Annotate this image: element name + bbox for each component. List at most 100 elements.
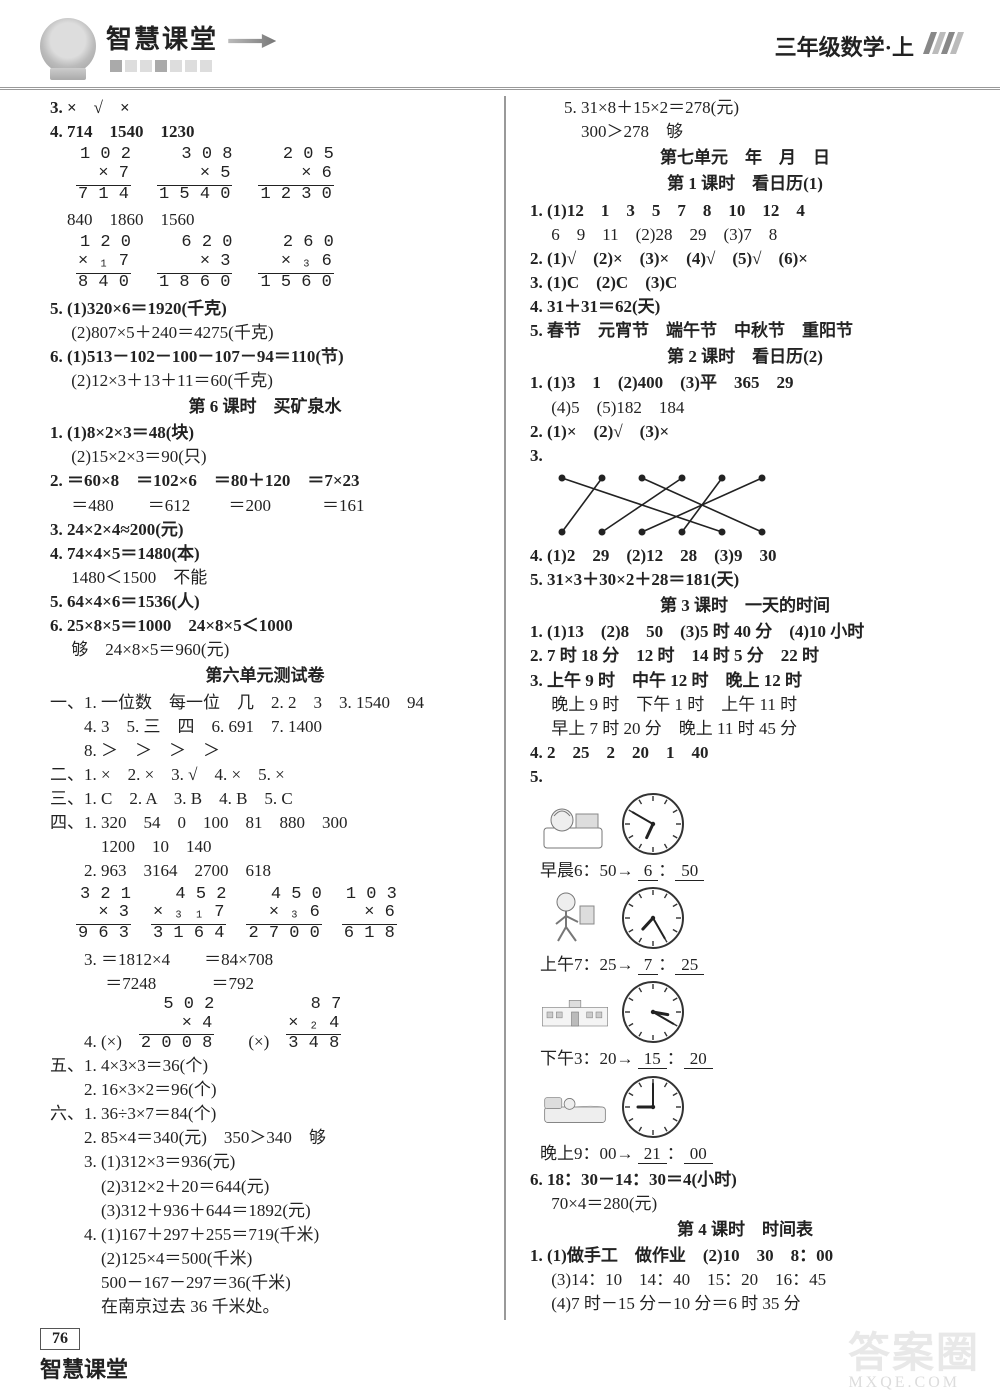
b5: 5. 31×3＋30×2＋28＝181(天)	[530, 568, 960, 592]
header-right: 三年级数学·上	[775, 30, 960, 62]
page-number: 76	[40, 1328, 80, 1350]
lesson4-title: 第 4 课时 时间表	[530, 1218, 960, 1242]
a2: 2. (1)√ (2)× (3)× (4)√ (5)√ (6)×	[530, 247, 960, 271]
header-left: 智慧课堂	[40, 18, 775, 74]
kid-walk-icon	[540, 888, 610, 948]
c3c: 早上 7 时 20 分 晚上 11 时 45 分	[530, 717, 960, 741]
k4b: 1480＜1500 不能	[50, 566, 480, 590]
mult-row-3: 3 2 1× 39 6 3 4 5 2× ₃ ₁ 73 1 6 4 4 5 0×…	[76, 886, 480, 944]
content-columns: 3. × √ × 4. 714 1540 1230 1 0 2× 77 1 4 …	[0, 90, 1000, 1320]
y4a: 四、1. 320 54 0 100 81 880 300	[50, 811, 480, 835]
mult: 4 5 2× ₃ ₁ 73 1 6 4	[151, 886, 226, 944]
section-title-6: 第 6 课时 买矿泉水	[50, 395, 480, 419]
lesson2-title: 第 2 课时 看日历(2)	[530, 345, 960, 369]
lesson3-title: 第 3 课时 一天的时间	[530, 594, 960, 618]
matching-diagram	[552, 470, 772, 542]
subject-label: 三年级数学·上	[775, 30, 914, 62]
r5a: 5. 31×8＋15×2＝278(元)	[530, 96, 960, 120]
y1a: 一、1. 一位数 每一位 几 2. 2 3 3. 1540 94	[50, 691, 480, 715]
page-header: 智慧课堂 三年级数学·上	[0, 0, 1000, 90]
y4c: 2. 963 3164 2700 618	[50, 859, 480, 883]
lesson1-title: 第 1 课时 看日历(1)	[530, 172, 960, 196]
a1b: 6 9 11 (2)28 29 (3)7 8	[530, 223, 960, 247]
y4f-row: 4. (×) 5 0 2× 42 0 0 8 (×) 8 7× ₂ 43 4 8	[50, 996, 480, 1054]
y6d: (2)312×2＋20＝644(元)	[50, 1175, 480, 1199]
y4b: 1200 10 140	[50, 835, 480, 859]
clock-icon	[620, 885, 686, 951]
c6a: 6. 18：30－14：30＝4(小时)	[530, 1168, 960, 1192]
a4: 4. 31＋31＝62(天)	[530, 295, 960, 319]
c3a: 3. 上午 9 时 中午 12 时 晚上 12 时	[530, 669, 960, 693]
y2: 二、1. × 2. × 3. √ 4. × 5. ×	[50, 763, 480, 787]
c2: 2. 7 时 18 分 12 时 14 时 5 分 22 时	[530, 644, 960, 668]
k2a: 2. ＝60×8 ＝102×6 ＝80＋120 ＝7×23	[50, 469, 480, 493]
mult: 3 2 1× 39 6 3	[76, 886, 131, 944]
k1b: (2)15×2×3＝90(只)	[50, 445, 480, 469]
time-block-3: 下午3：20→ 15：20	[530, 979, 960, 1071]
b2: 2. (1)× (2)√ (3)×	[530, 420, 960, 444]
mult-row-2: 1 2 0× ₁ 78 4 0 6 2 0× 31 8 6 0 2 6 0× ₃…	[76, 234, 480, 292]
ans-5a: 5. (1)320×6＝1920(千克)	[50, 297, 480, 321]
page-footer: 76 智慧课堂	[40, 1328, 128, 1384]
mult: 3 0 8× 51 5 4 0	[157, 146, 232, 204]
mascot-icon	[40, 18, 96, 74]
y1c: 8. ＞ ＞ ＞ ＞	[50, 739, 480, 763]
y4d: 3. ＝1812×4 ＝84×708	[50, 948, 480, 972]
ans-5b: (2)807×5＋240＝4275(千克)	[50, 321, 480, 345]
k1a: 1. (1)8×2×3＝48(块)	[50, 421, 480, 445]
mult: 1 0 2× 77 1 4	[76, 146, 131, 204]
y4f-mid: (×)	[214, 1030, 286, 1054]
d1c: (4)7 时－15 分－10 分＝6 时 35 分	[530, 1292, 960, 1316]
clock-icon	[620, 979, 686, 1045]
y4f-pre: 4. (×)	[50, 1030, 139, 1054]
b4: 4. (1)2 29 (2)12 28 (3)9 30	[530, 544, 960, 568]
column-divider	[504, 96, 506, 1320]
k6a: 6. 25×8×5＝1000 24×8×5＜1000	[50, 614, 480, 638]
right-column: 5. 31×8＋15×2＝278(元) 300＞278 够 第七单元 年 月 日…	[530, 96, 960, 1320]
clock-icon	[620, 791, 686, 857]
y6f: 4. (1)167＋297＋255＝719(千米)	[50, 1223, 480, 1247]
decor-boxes	[110, 60, 276, 72]
kid-wake-icon	[540, 794, 610, 854]
left-column: 3. × √ × 4. 714 1540 1230 1 0 2× 77 1 4 …	[50, 96, 480, 1320]
clock-icon	[620, 1074, 686, 1140]
unit6-test-title: 第六单元测试卷	[50, 664, 480, 688]
r5b: 300＞278 够	[530, 120, 960, 144]
a1a: 1. (1)12 1 3 5 7 8 10 12 4	[530, 199, 960, 223]
brand-title: 智慧课堂	[106, 25, 218, 54]
ans-3: 3. × √ ×	[50, 96, 480, 120]
mult: 8 7× ₂ 43 4 8	[286, 996, 341, 1054]
y6e: (3)312＋936＋644＝1892(元)	[50, 1199, 480, 1223]
k4a: 4. 74×4×5＝1480(本)	[50, 542, 480, 566]
mult: 6 2 0× 31 8 6 0	[157, 234, 232, 292]
k6b: 够 24×8×5＝960(元)	[50, 638, 480, 662]
ans-4b: 840 1860 1560	[50, 208, 480, 232]
y6a: 六、1. 36÷3×7＝84(个)	[50, 1102, 480, 1126]
y6c: 3. (1)312×3＝936(元)	[50, 1150, 480, 1174]
ans-4: 4. 714 1540 1230	[50, 120, 480, 144]
c5: 5.	[530, 765, 960, 789]
k3: 3. 24×2×4≈200(元)	[50, 518, 480, 542]
footer-brand: 智慧课堂	[40, 1352, 128, 1384]
a3: 3. (1)C (2)C (3)C	[530, 271, 960, 295]
y5a: 五、1. 4×3×3＝36(个)	[50, 1054, 480, 1078]
b3: 3.	[530, 444, 960, 468]
ans-6a: 6. (1)513－102－100－107－94＝110(节)	[50, 345, 480, 369]
a5: 5. 春节 元宵节 端午节 中秋节 重阳节	[530, 319, 960, 343]
time-block-2: 上午7：25→ 7：25	[530, 885, 960, 977]
b1b: (4)5 (5)182 184	[530, 396, 960, 420]
b1a: 1. (1)3 1 (2)400 (3)平 365 29	[530, 371, 960, 395]
y5b: 2. 16×3×2＝96(个)	[50, 1078, 480, 1102]
time4-label: 晚上9：00→ 21：00	[540, 1142, 713, 1166]
unit7-title: 第七单元 年 月 日	[530, 146, 960, 170]
time3-label: 下午3：20→ 15：20	[540, 1047, 713, 1071]
watermark-big: 答案圈	[848, 1319, 980, 1380]
school-icon	[540, 982, 610, 1042]
k2b: ＝480 ＝612 ＝200 ＝161	[50, 494, 480, 518]
c4: 4. 2 25 2 20 1 40	[530, 741, 960, 765]
arrow-icon	[228, 34, 276, 48]
brand-block: 智慧课堂	[106, 19, 276, 72]
time2-label: 上午7：25→ 7：25	[540, 953, 704, 977]
c6b: 70×4＝280(元)	[530, 1192, 960, 1216]
mult: 1 2 0× ₁ 78 4 0	[76, 234, 131, 292]
